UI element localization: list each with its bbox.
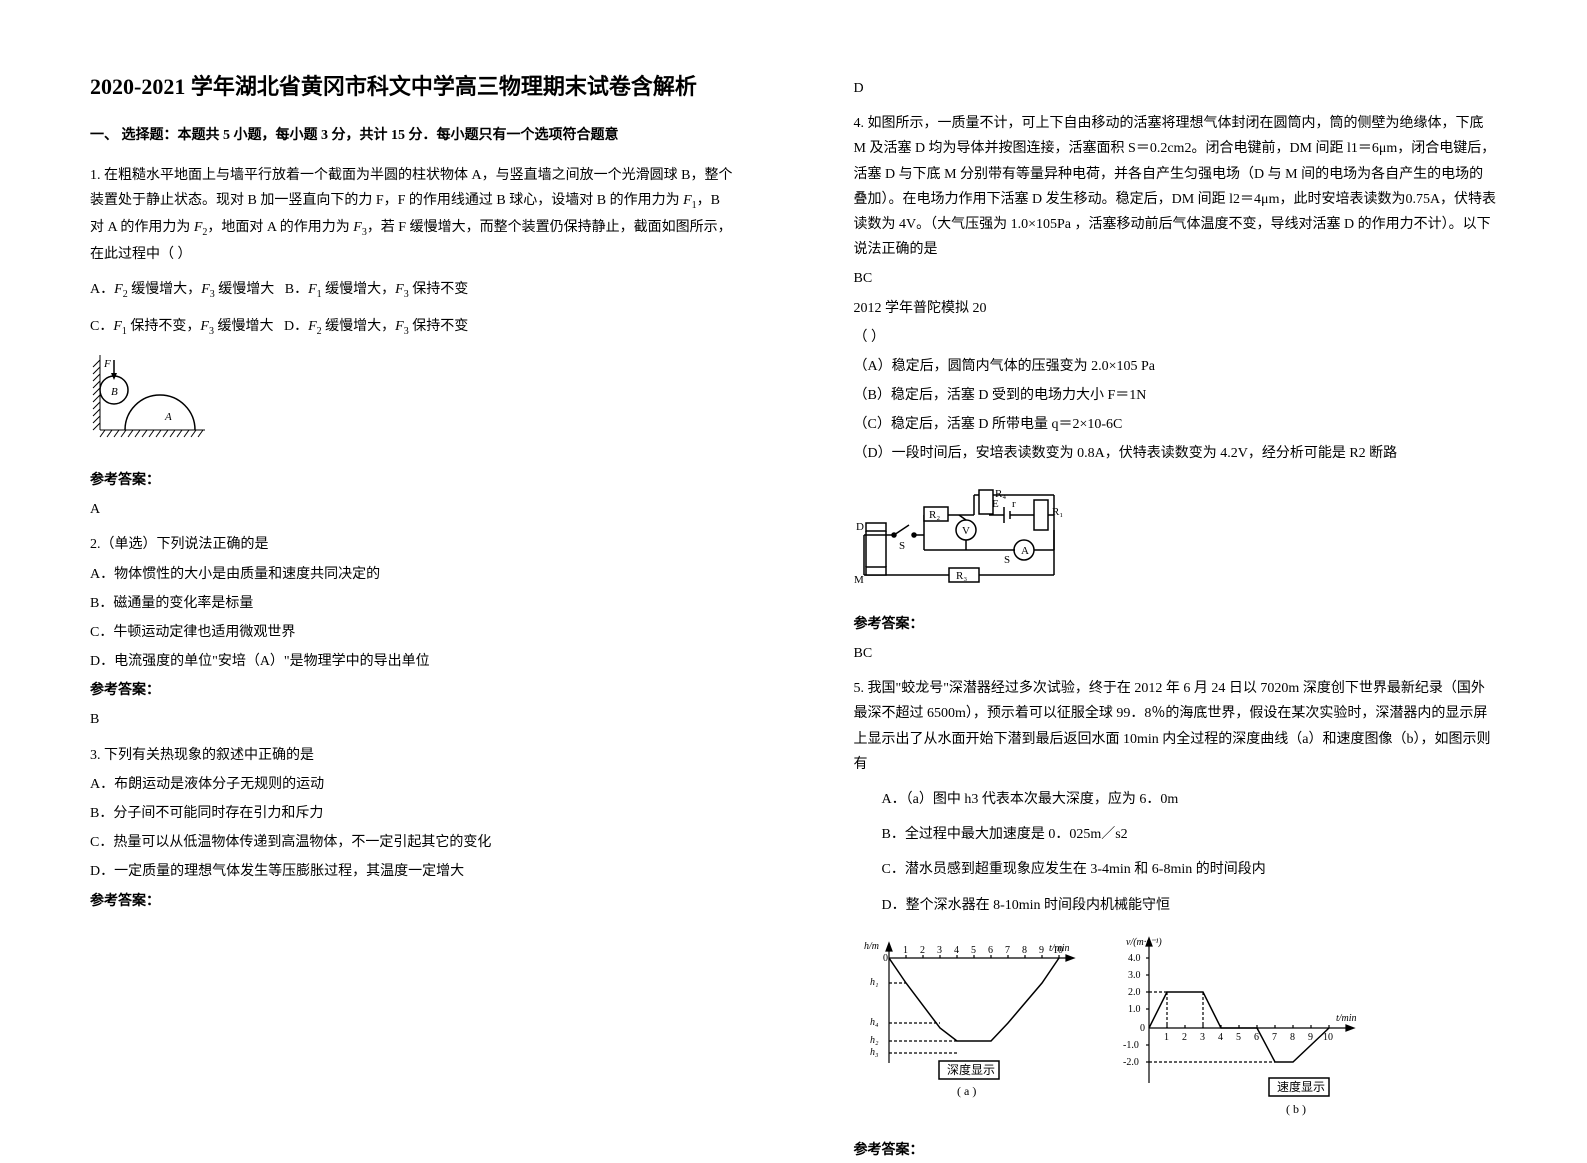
svg-text:3: 3 [937, 945, 942, 956]
svg-text:5: 5 [1236, 1032, 1241, 1043]
question-4: 4. 如图所示，一质量不计，可上下自由移动的活塞将理想气体封闭在圆筒内，筒的侧壁… [854, 111, 1498, 666]
q2-options: A．物体惯性的大小是由质量和速度共同决定的 B．磁通量的变化率是标量 C．牛顿运… [90, 562, 734, 675]
svg-text:0: 0 [883, 953, 888, 964]
svg-text:h₄: h₄ [870, 1017, 879, 1028]
q5-stem: 5. 我国"蛟龙号"深潜器经过多次试验，终于在 2012 年 6 月 24 日以… [854, 676, 1498, 777]
svg-text:9: 9 [1039, 945, 1044, 956]
svg-text:4.0: 4.0 [1128, 953, 1141, 964]
q4-ans-top: BC [854, 266, 1498, 291]
q1-ref-label: 参考答案： [90, 468, 734, 493]
svg-text:S: S [899, 540, 905, 552]
svg-text:1: 1 [1164, 1032, 1169, 1043]
svg-text:( b ): ( b ) [1286, 1102, 1306, 1116]
q1-answer: A [90, 497, 734, 522]
svg-text:5: 5 [971, 945, 976, 956]
question-1: 1. 在粗糙水平地面上与墙平行放着一个截面为半圆的柱状物体 A，与竖直墙之间放一… [90, 163, 734, 522]
svg-text:9: 9 [1308, 1032, 1313, 1043]
svg-text:-1.0: -1.0 [1123, 1040, 1139, 1051]
svg-text:7: 7 [1272, 1032, 1277, 1043]
svg-text:8: 8 [1022, 945, 1027, 956]
q3-stem: 3. 下列有关热现象的叙述中正确的是 [90, 743, 734, 768]
svg-text:B: B [111, 386, 118, 398]
q4-options: （A）稳定后，圆筒内气体的压强变为 2.0×105 Pa （B）稳定后，活塞 D… [854, 354, 1498, 467]
svg-text:2: 2 [920, 945, 925, 956]
q4-blank: （ ） [854, 325, 1498, 350]
q4-ref-label: 参考答案： [854, 612, 1498, 637]
svg-text:4: 4 [1218, 1032, 1223, 1043]
svg-text:A: A [1021, 545, 1029, 557]
svg-text:h/m: h/m [864, 941, 879, 952]
svg-text:S: S [1004, 554, 1010, 566]
velocity-chart: v/(m·s⁻¹) t/min 4.0 3.0 2.0 1.0 0 -1.0 -2.0… [1104, 933, 1364, 1123]
svg-text:h₁: h₁ [870, 977, 878, 988]
svg-text:r: r [1012, 498, 1016, 510]
svg-text:深度显示: 深度显示 [947, 1062, 995, 1077]
svg-text:0: 0 [1140, 1023, 1145, 1034]
q4-stem: 4. 如图所示，一质量不计，可上下自由移动的活塞将理想气体封闭在圆筒内，筒的侧壁… [854, 111, 1498, 262]
q5-ref-label: 参考答案： [854, 1138, 1498, 1163]
svg-text:速度显示: 速度显示 [1277, 1079, 1325, 1094]
svg-text:10: 10 [1323, 1032, 1333, 1043]
q4-circuit-diagram: D M S R₂ V E r R₄ R₁ A R₃ S [854, 475, 1498, 604]
svg-text:t/min: t/min [1336, 1013, 1357, 1024]
q1-options: A．F2 缓慢增大，F3 缓慢增大 B．F1 缓慢增大，F3 保持不变 C．F1… [90, 277, 734, 341]
question-3: 3. 下列有关热现象的叙述中正确的是 A．布朗运动是液体分子无规则的运动 B．分… [90, 743, 734, 914]
svg-text:3.0: 3.0 [1128, 970, 1141, 981]
q1-diagram: A B F [90, 355, 210, 454]
svg-text:R₁: R₁ [1052, 506, 1063, 518]
question-5: 5. 我国"蛟龙号"深潜器经过多次试验，终于在 2012 年 6 月 24 日以… [854, 676, 1498, 1163]
q5-charts: h/m t/min 0 123 456 789 10 h₁ h₄ h₂ h₃ 深… [854, 933, 1498, 1123]
svg-text:-2.0: -2.0 [1123, 1057, 1139, 1068]
right-column: D 4. 如图所示，一质量不计，可上下自由移动的活塞将理想气体封闭在圆筒内，筒的… [794, 0, 1587, 1122]
svg-text:F: F [103, 358, 111, 370]
svg-text:1: 1 [903, 945, 908, 956]
svg-text:h₃: h₃ [870, 1047, 879, 1058]
left-column: 2020-2021 学年湖北省黄冈市科文中学高三物理期末试卷含解析 一、 选择题… [0, 0, 794, 1122]
svg-text:h₂: h₂ [870, 1035, 879, 1046]
q3-ref-label: 参考答案： [90, 889, 734, 914]
page-title: 2020-2021 学年湖北省黄冈市科文中学高三物理期末试卷含解析 [90, 70, 734, 103]
q2-ref-label: 参考答案： [90, 678, 734, 703]
depth-chart: h/m t/min 0 123 456 789 10 h₁ h₄ h₂ h₃ 深… [854, 933, 1084, 1103]
svg-text:1.0: 1.0 [1128, 1004, 1141, 1015]
q2-answer: B [90, 707, 734, 732]
svg-text:D: D [856, 521, 864, 533]
svg-text:6: 6 [988, 945, 993, 956]
svg-text:10: 10 [1053, 945, 1063, 956]
svg-text:M: M [854, 574, 864, 586]
q3-options: A．布朗运动是液体分子无规则的运动 B．分子间不可能同时存在引力和斥力 C．热量… [90, 772, 734, 885]
svg-text:2.0: 2.0 [1128, 987, 1141, 998]
svg-text:3: 3 [1200, 1032, 1205, 1043]
svg-text:6: 6 [1254, 1032, 1259, 1043]
svg-text:2: 2 [1182, 1032, 1187, 1043]
q1-stem: 1. 在粗糙水平地面上与墙平行放着一个截面为半圆的柱状物体 A，与竖直墙之间放一… [90, 163, 734, 267]
svg-text:( a ): ( a ) [957, 1084, 976, 1098]
section-heading: 一、 选择题：本题共 5 小题，每小题 3 分，共计 15 分．每小题只有一个选… [90, 123, 734, 148]
svg-text:V: V [962, 525, 970, 537]
q2-stem: 2.（单选）下列说法正确的是 [90, 532, 734, 557]
svg-text:7: 7 [1005, 945, 1010, 956]
q5-options: A．（a）图中 h3 代表本次最大深度，应为 6．0m B．全过程中最大加速度是… [882, 787, 1498, 918]
q3-answer: D [854, 76, 1498, 101]
svg-text:4: 4 [954, 945, 959, 956]
svg-text:8: 8 [1290, 1032, 1295, 1043]
q4-answer: BC [854, 641, 1498, 666]
svg-text:R₄: R₄ [995, 488, 1006, 500]
question-2: 2.（单选）下列说法正确的是 A．物体惯性的大小是由质量和速度共同决定的 B．磁… [90, 532, 734, 732]
svg-text:A: A [164, 411, 172, 423]
q4-note: 2012 学年普陀模拟 20 [854, 296, 1498, 321]
svg-text:R₃: R₃ [956, 570, 967, 582]
svg-text:v/(m·s⁻¹): v/(m·s⁻¹) [1126, 937, 1162, 948]
svg-text:R₂: R₂ [929, 509, 940, 521]
